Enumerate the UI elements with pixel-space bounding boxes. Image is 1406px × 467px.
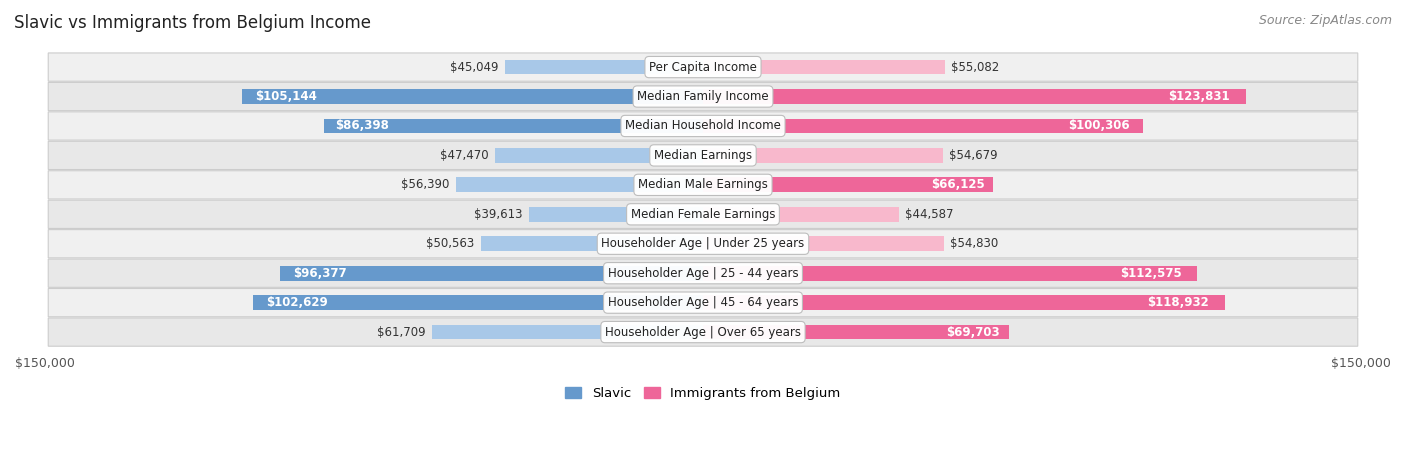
Text: $96,377: $96,377 [292, 267, 346, 280]
Text: Householder Age | Over 65 years: Householder Age | Over 65 years [605, 325, 801, 339]
Text: Median Earnings: Median Earnings [654, 149, 752, 162]
Bar [703, 177, 993, 192]
Text: $69,703: $69,703 [946, 325, 1000, 339]
Legend: Slavic, Immigrants from Belgium: Slavic, Immigrants from Belgium [560, 382, 846, 405]
Text: Median Family Income: Median Family Income [637, 90, 769, 103]
Bar [703, 295, 1225, 310]
Bar [481, 236, 703, 251]
Bar [280, 266, 703, 281]
Text: $54,679: $54,679 [949, 149, 998, 162]
Bar [242, 89, 703, 104]
Bar [703, 89, 1246, 104]
Bar [505, 60, 703, 74]
Bar [323, 119, 703, 134]
Text: Householder Age | Under 25 years: Householder Age | Under 25 years [602, 237, 804, 250]
Bar [703, 148, 943, 163]
Text: $54,830: $54,830 [950, 237, 998, 250]
Text: $47,470: $47,470 [440, 149, 488, 162]
Text: $61,709: $61,709 [377, 325, 426, 339]
Bar [703, 325, 1008, 340]
Text: $112,575: $112,575 [1121, 267, 1182, 280]
Text: $102,629: $102,629 [266, 296, 328, 309]
Text: Per Capita Income: Per Capita Income [650, 61, 756, 74]
Text: Median Male Earnings: Median Male Earnings [638, 178, 768, 191]
FancyBboxPatch shape [48, 200, 1358, 228]
Text: $45,049: $45,049 [450, 61, 499, 74]
Bar [703, 119, 1143, 134]
Text: $118,932: $118,932 [1147, 296, 1209, 309]
FancyBboxPatch shape [48, 142, 1358, 170]
FancyBboxPatch shape [48, 82, 1358, 111]
Text: Median Female Earnings: Median Female Earnings [631, 208, 775, 221]
Text: $86,398: $86,398 [336, 120, 389, 133]
Text: Slavic vs Immigrants from Belgium Income: Slavic vs Immigrants from Belgium Income [14, 14, 371, 32]
Text: $39,613: $39,613 [474, 208, 523, 221]
FancyBboxPatch shape [48, 289, 1358, 317]
Bar [432, 325, 703, 340]
Text: $123,831: $123,831 [1168, 90, 1230, 103]
Bar [703, 236, 943, 251]
Bar [495, 148, 703, 163]
Text: $66,125: $66,125 [931, 178, 984, 191]
Bar [253, 295, 703, 310]
Text: $56,390: $56,390 [401, 178, 449, 191]
Text: $50,563: $50,563 [426, 237, 475, 250]
Bar [703, 60, 945, 74]
Text: $100,306: $100,306 [1069, 120, 1130, 133]
Text: Source: ZipAtlas.com: Source: ZipAtlas.com [1258, 14, 1392, 27]
Bar [703, 266, 1197, 281]
Text: Median Household Income: Median Household Income [626, 120, 780, 133]
Text: Householder Age | 25 - 44 years: Householder Age | 25 - 44 years [607, 267, 799, 280]
Bar [529, 207, 703, 222]
FancyBboxPatch shape [48, 318, 1358, 346]
Text: Householder Age | 45 - 64 years: Householder Age | 45 - 64 years [607, 296, 799, 309]
Text: $44,587: $44,587 [905, 208, 953, 221]
Text: $55,082: $55,082 [952, 61, 1000, 74]
FancyBboxPatch shape [48, 171, 1358, 199]
FancyBboxPatch shape [48, 112, 1358, 140]
Text: $105,144: $105,144 [256, 90, 318, 103]
FancyBboxPatch shape [48, 259, 1358, 287]
FancyBboxPatch shape [48, 230, 1358, 258]
Bar [703, 207, 898, 222]
FancyBboxPatch shape [48, 53, 1358, 81]
Bar [456, 177, 703, 192]
